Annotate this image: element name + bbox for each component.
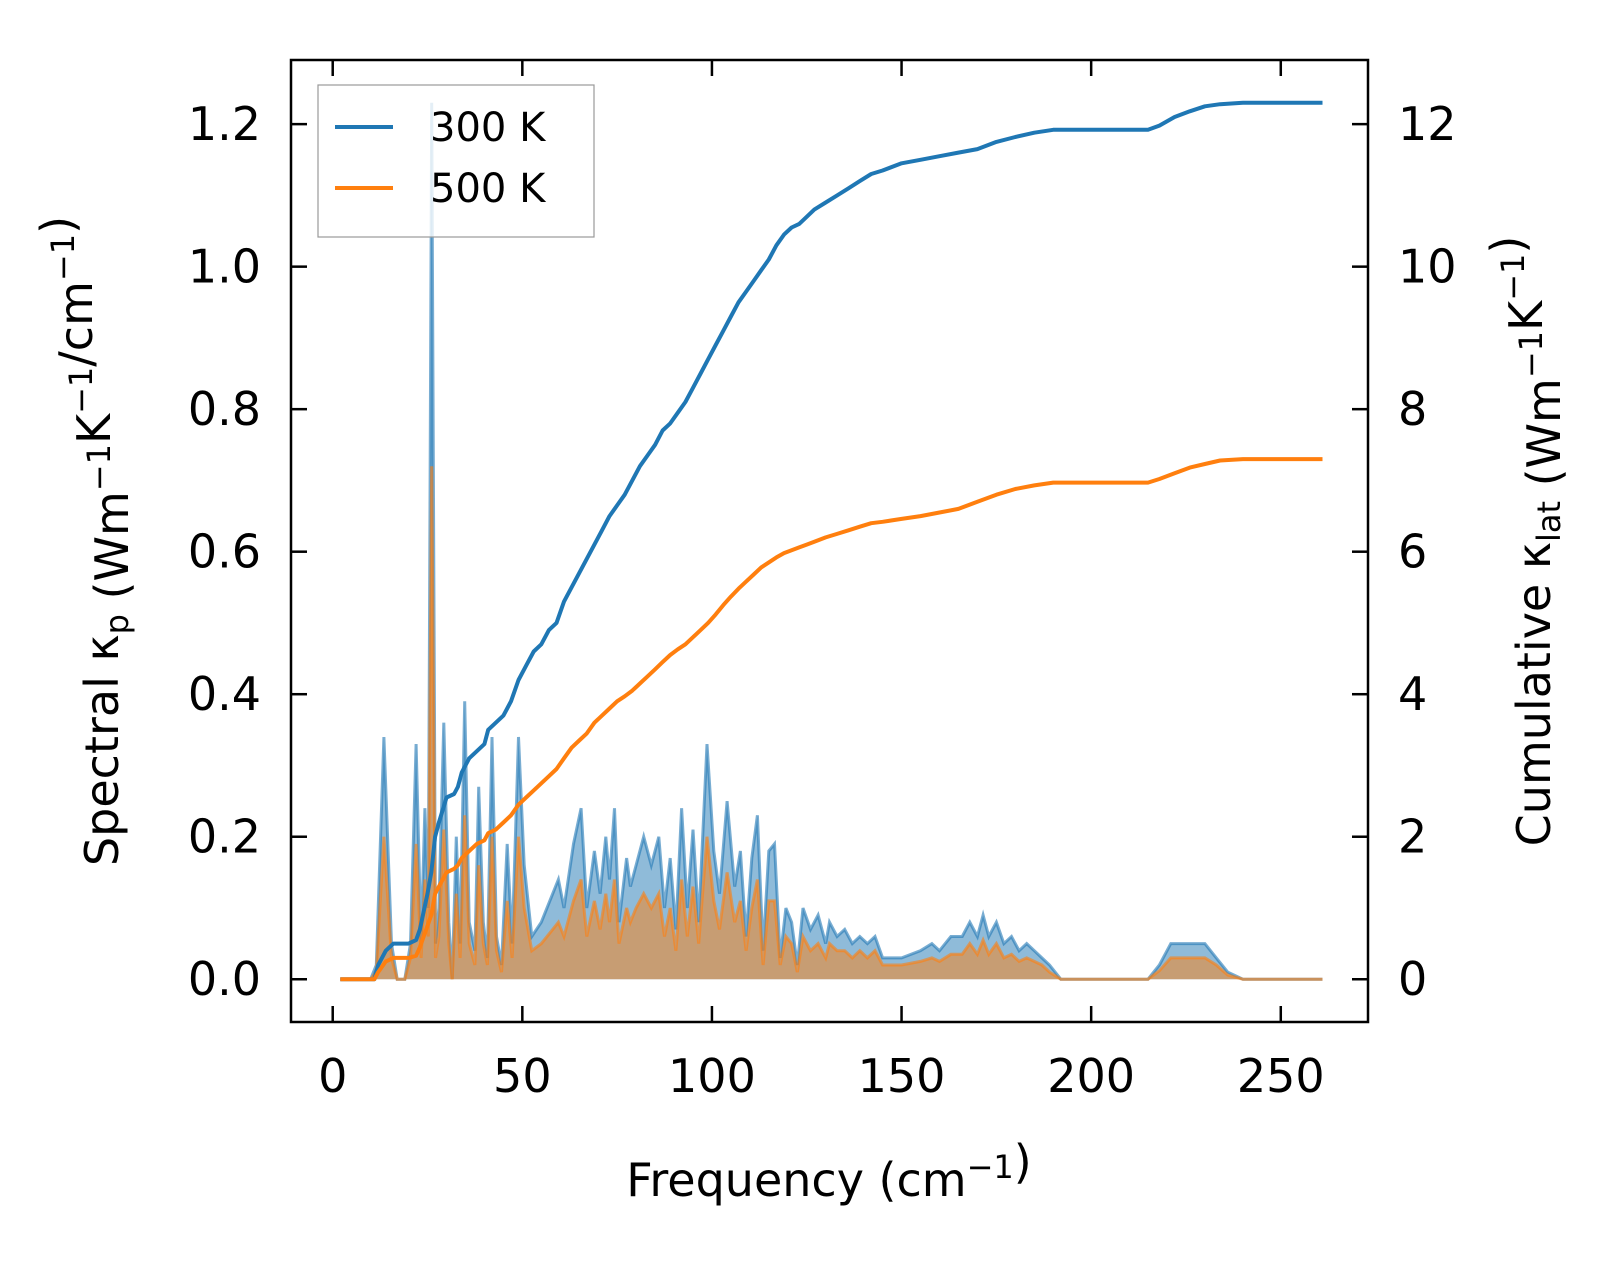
axis-label-part: Spectral κ: [75, 634, 129, 866]
axis-label-part: K: [1499, 299, 1553, 331]
x-tick-label: 100: [668, 1049, 756, 1103]
x-tick-label: 50: [493, 1049, 552, 1103]
y-tick-label-right: 0: [1398, 952, 1427, 1006]
axis-label-part: −1: [1494, 254, 1532, 301]
legend-label-500k: 500 K: [430, 166, 547, 212]
axis-label-part: Frequency (cm: [626, 1153, 966, 1207]
spectral-fills: [340, 102, 1323, 981]
y-tick-label-right: 2: [1398, 810, 1427, 864]
x-tick-label: 200: [1047, 1049, 1135, 1103]
x-tick-label: 150: [858, 1049, 946, 1103]
axis-label-part: ): [31, 216, 85, 234]
spectral-edge-300k: [340, 102, 1323, 981]
axis-label-part: (Wm: [85, 491, 139, 614]
ticks: [291, 60, 1368, 1022]
axis-label-part: ): [1481, 236, 1535, 254]
y-tick-label-right: 6: [1398, 525, 1427, 579]
cumulative-line-300k: [340, 100, 1323, 982]
axis-label-part: −1: [80, 444, 118, 491]
y-tick-label-left: 1.0: [188, 240, 261, 294]
axis-label-part: p: [98, 614, 136, 634]
spectral-edge-500k: [340, 466, 1323, 981]
axis-label-part: −1: [62, 367, 100, 414]
y-tick-label-right: 4: [1398, 667, 1427, 721]
axis-label-part: (Wm: [1517, 378, 1571, 501]
legend-label-300k: 300 K: [430, 105, 547, 151]
axis-label-part: lat: [1530, 501, 1568, 542]
y-tick-label-left: 0.2: [188, 810, 261, 864]
legend-box: [317, 84, 595, 238]
cumulative-line-500k: [340, 457, 1323, 982]
plot-frame: [289, 58, 1370, 1024]
x-tick-label: 250: [1237, 1049, 1325, 1103]
y-tick-label-left: 0.0: [188, 952, 261, 1006]
legend: 300 K 500 K: [317, 84, 595, 238]
y-tick-label-left: 0.6: [188, 525, 261, 579]
y-tick-label-left: 0.8: [188, 382, 261, 436]
y-tick-label-right: 8: [1398, 382, 1427, 436]
y-tick-label-right: 12: [1398, 97, 1457, 151]
axis-label-part: −1: [1512, 331, 1550, 378]
axis-label-part: ): [1014, 1135, 1032, 1189]
y-tick-label-left: 1.2: [188, 97, 261, 151]
axis-label-part: −1: [967, 1148, 1014, 1186]
axis-label-part: Cumulative κ: [1507, 542, 1561, 846]
axis-label-part: /cm: [49, 281, 103, 367]
tick-labels: 0 50 100 150 200 250 0.0 0.2 0.4 0.6 0.8 1.0 1.2 0 2 4 6…: [188, 97, 1457, 1103]
x-tick-label: 0: [318, 1049, 347, 1103]
y-axis-label-left: Spectral κp (Wm−1K−1/cm−1): [31, 216, 139, 866]
y-tick-label-right: 10: [1398, 240, 1457, 294]
cumulative-lines: [340, 100, 1323, 982]
y-axis-label-right: Cumulative κlat (Wm−1K−1): [1481, 236, 1571, 847]
y-tick-label-left: 0.4: [188, 667, 261, 721]
axis-label-part: K: [67, 412, 121, 444]
x-axis-label: Frequency (cm−1): [626, 1135, 1031, 1207]
axis-label-part: −1: [44, 234, 82, 281]
